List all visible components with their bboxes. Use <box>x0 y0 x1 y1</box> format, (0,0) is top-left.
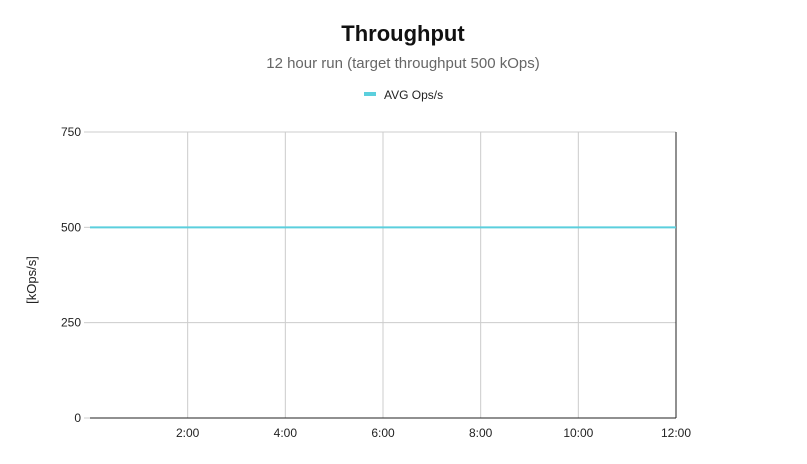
x-tick-label: 8:00 <box>469 426 493 440</box>
x-tick-label: 4:00 <box>274 426 298 440</box>
y-tick-label: 250 <box>61 316 81 330</box>
chart-title: Throughput <box>341 21 465 46</box>
y-tick-label: 500 <box>61 220 81 234</box>
y-axis-label: [kOps/s] <box>24 256 39 304</box>
x-tick-label: 2:00 <box>176 426 200 440</box>
y-tick-label: 750 <box>61 125 81 139</box>
legend-label-avg-ops: AVG Ops/s <box>384 88 443 102</box>
chart-subtitle: 12 hour run (target throughput 500 kOps) <box>266 55 540 72</box>
grid-layer <box>90 131 676 418</box>
y-tick-label: 0 <box>74 411 81 425</box>
tick-layer: 0 250 500 750 2:00 4:00 6:00 8:00 10:00 12:00 <box>61 125 691 440</box>
legend-swatch-avg-ops <box>364 92 376 96</box>
x-tick-label: 6:00 <box>371 426 395 440</box>
x-tick-label: 10:00 <box>563 426 593 440</box>
x-tick-label: 12:00 <box>661 426 691 440</box>
axis-layer <box>84 131 677 419</box>
legend: AVG Ops/s <box>364 88 443 102</box>
